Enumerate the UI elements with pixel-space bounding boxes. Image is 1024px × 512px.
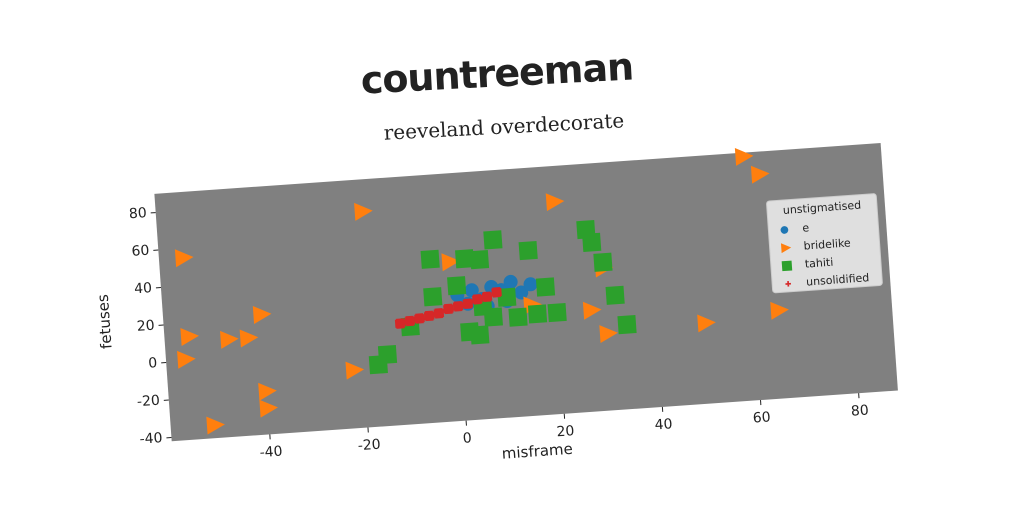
point (491, 287, 502, 298)
y-tick-label: 60 (131, 243, 150, 260)
point (404, 315, 416, 327)
point (460, 322, 480, 342)
legend-marker (781, 260, 793, 272)
chart-title: countreeman (360, 44, 634, 102)
point (523, 277, 538, 292)
x-tick-label: -20 (357, 437, 381, 455)
point (508, 307, 528, 327)
point (514, 285, 529, 300)
point (503, 274, 518, 289)
point (174, 249, 194, 268)
plot: misframe fetuses -40 -20 0 20 40 60 80 -40 -20 0 2… (94, 143, 898, 463)
point (414, 313, 425, 324)
point (239, 329, 259, 348)
x-tick-label: -40 (259, 444, 283, 462)
y-axis-label: fetuses (94, 293, 116, 349)
point (593, 252, 613, 272)
point (252, 305, 272, 324)
legend-marker (785, 281, 792, 287)
point (220, 330, 239, 349)
point (423, 310, 435, 322)
point (518, 240, 538, 261)
point (441, 253, 461, 272)
point (481, 291, 493, 303)
chart-subtitle: reeveland overdecorate (383, 108, 625, 145)
point (547, 302, 567, 323)
y-tick-label: 40 (134, 280, 153, 297)
point (345, 361, 365, 380)
y-tick-label: 80 (128, 205, 147, 222)
point (535, 277, 556, 297)
legend-title: unstigmatised (782, 199, 861, 217)
point (464, 283, 479, 298)
y-tick-label: 0 (148, 355, 158, 372)
x-tick-label: 20 (556, 423, 575, 440)
point (259, 399, 278, 418)
point (697, 314, 716, 333)
x-tick-label: 40 (654, 416, 673, 433)
point (177, 350, 196, 369)
legend-label: bridelike (803, 236, 851, 252)
x-axis-label: misframe (501, 440, 573, 463)
x-tick-label: 80 (850, 403, 869, 420)
point (368, 355, 388, 375)
point (455, 249, 475, 269)
point (447, 276, 467, 296)
point (258, 382, 277, 401)
legend-marker (780, 226, 789, 234)
point (354, 202, 373, 221)
point (582, 301, 602, 320)
point (770, 301, 789, 320)
point (527, 304, 548, 324)
legend-label: unsolidified (806, 271, 870, 288)
point (617, 315, 637, 335)
point (452, 301, 464, 312)
point (750, 165, 770, 184)
point (472, 294, 483, 305)
x-tick-label: 0 (462, 430, 472, 447)
point (734, 147, 754, 166)
point (180, 328, 199, 346)
y-tick-label: 20 (136, 318, 155, 335)
point (443, 303, 454, 315)
y-tick-label: -40 (139, 430, 163, 448)
y-tick-label: -20 (136, 393, 160, 411)
point (420, 249, 440, 269)
point (462, 298, 474, 310)
legend-marker (780, 243, 792, 254)
point (206, 416, 225, 435)
point (483, 307, 503, 327)
point (582, 232, 602, 252)
legend-box (766, 193, 883, 294)
point (599, 325, 618, 344)
point (605, 285, 625, 305)
x-tick-label: 60 (752, 409, 771, 426)
point (469, 250, 490, 270)
legend-label: e (802, 221, 810, 234)
point (483, 230, 503, 250)
legend-label: tahiti (804, 256, 833, 271)
point (545, 193, 565, 212)
point (423, 287, 443, 307)
point (394, 318, 406, 329)
point (497, 287, 517, 307)
point (433, 308, 445, 319)
